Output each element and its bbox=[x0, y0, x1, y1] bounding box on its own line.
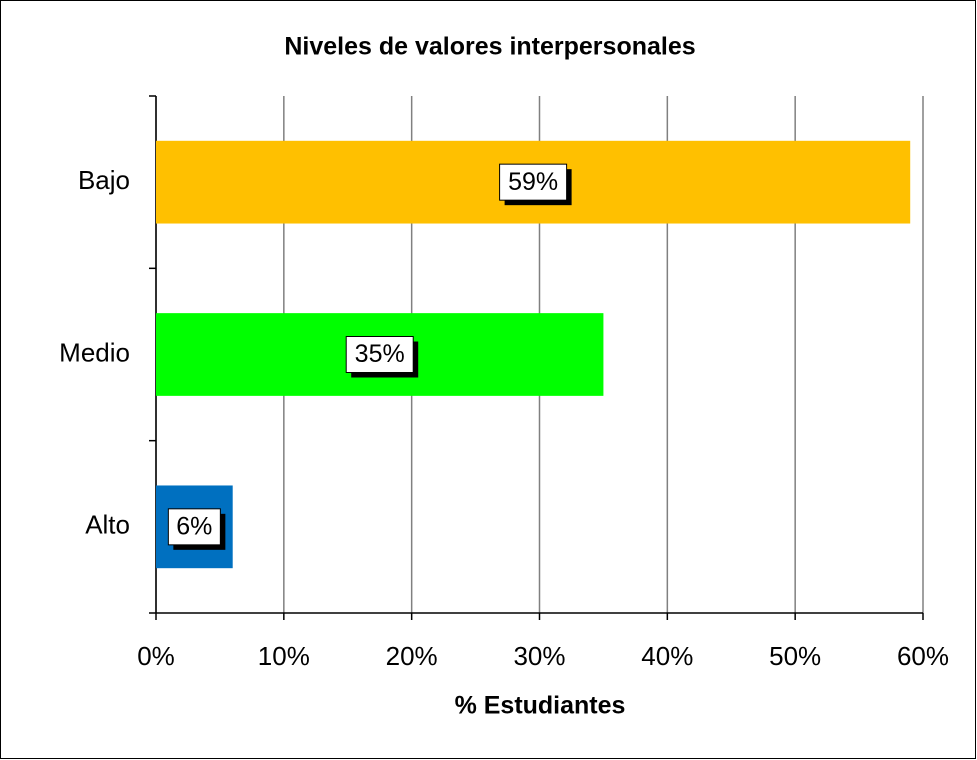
data-label: 59% bbox=[508, 168, 558, 196]
data-label: 35% bbox=[355, 340, 405, 368]
x-tick-label: 30% bbox=[513, 641, 565, 671]
x-tick-label: 60% bbox=[897, 641, 949, 671]
data-label: 6% bbox=[176, 512, 212, 540]
chart-title: Niveles de valores interpersonales bbox=[284, 33, 695, 61]
x-tick-label: 40% bbox=[641, 641, 693, 671]
y-tick-label: Medio bbox=[59, 337, 130, 367]
y-tick-label: Bajo bbox=[78, 165, 130, 195]
data-label-box bbox=[345, 336, 414, 373]
x-tick-label: 10% bbox=[258, 641, 310, 671]
x-axis-label: % Estudiantes bbox=[455, 692, 626, 720]
data-label-box bbox=[167, 508, 221, 546]
x-tick-label: 0% bbox=[137, 641, 175, 671]
x-tick-label: 20% bbox=[386, 641, 438, 671]
x-tick-label: 50% bbox=[769, 641, 821, 671]
y-tick-label: Alto bbox=[85, 510, 130, 540]
data-label-box bbox=[499, 163, 568, 201]
